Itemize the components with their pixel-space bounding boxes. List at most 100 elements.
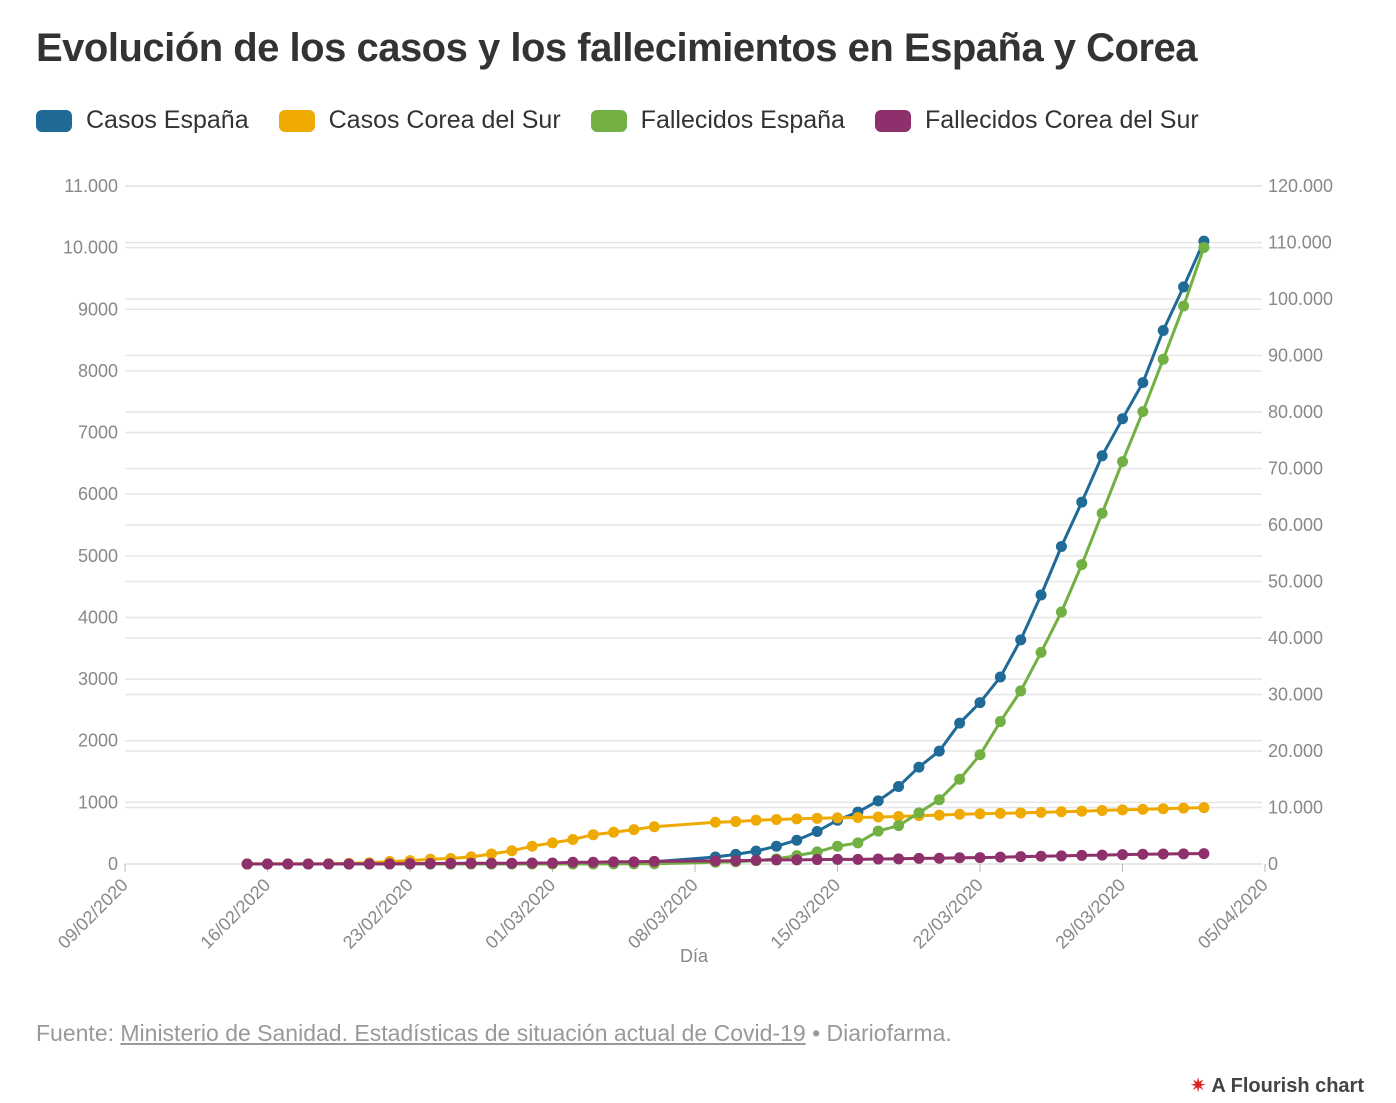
legend-label: Fallecidos Corea del Sur — [924, 106, 1199, 134]
data-point — [608, 856, 620, 868]
data-point — [648, 855, 660, 867]
data-point — [1096, 450, 1108, 462]
data-point — [954, 773, 966, 785]
data-point — [323, 858, 335, 870]
data-point — [1076, 805, 1088, 817]
data-point — [648, 821, 660, 833]
y2-tick-label: 10.000 — [1268, 798, 1323, 818]
y-tick-label: 4000 — [78, 607, 118, 627]
data-point — [730, 855, 742, 867]
data-point — [770, 814, 782, 826]
data-point — [832, 853, 843, 865]
data-point — [1137, 848, 1149, 860]
data-point — [913, 852, 925, 864]
y2-tick-label: 20.000 — [1268, 741, 1323, 761]
data-point — [363, 858, 375, 870]
data-point — [933, 794, 945, 806]
data-point — [1015, 685, 1027, 697]
x-tick-label: 22/03/2020 — [909, 875, 987, 953]
legend-item: Casos Corea del Sur — [278, 106, 561, 135]
legend-swatch — [590, 109, 627, 132]
legend-item: Casos España — [36, 106, 249, 135]
y-tick-label: 7000 — [78, 423, 118, 443]
data-point — [384, 858, 396, 870]
data-point — [424, 858, 436, 870]
data-point — [852, 837, 864, 849]
data-point — [872, 795, 884, 807]
x-tick-label: 01/03/2020 — [481, 875, 559, 953]
y2-tick-label: 0 — [1268, 854, 1278, 874]
legend-item: Fallecidos Corea del Sur — [874, 106, 1199, 135]
data-point — [933, 852, 945, 864]
data-point — [1096, 849, 1108, 861]
x-axis-label: Día — [680, 946, 709, 966]
data-point — [893, 781, 905, 793]
data-point — [282, 858, 294, 870]
data-point — [526, 840, 538, 852]
legend-label: Casos España — [86, 106, 249, 134]
data-point — [994, 851, 1006, 863]
data-point — [485, 848, 497, 860]
y2-tick-label: 60.000 — [1268, 515, 1323, 535]
data-point — [1055, 806, 1067, 818]
chart: 0 1000 2000 3000 4000 5000 6000 7000 8000 9000 10.… — [54, 176, 1333, 966]
data-point — [404, 858, 416, 870]
data-point — [750, 854, 762, 866]
data-point — [445, 857, 457, 869]
data-point — [1157, 848, 1169, 860]
data-point — [587, 829, 599, 841]
x-tick-label: 05/04/2020 — [1194, 875, 1272, 953]
x-tick-label: 15/03/2020 — [766, 875, 844, 953]
series-line — [247, 806, 1204, 866]
data-point — [302, 858, 314, 870]
data-point — [709, 816, 721, 828]
data-point — [1157, 325, 1169, 337]
data-point — [770, 854, 782, 866]
y2-tick-label: 70.000 — [1268, 459, 1323, 479]
data-point — [1178, 281, 1190, 293]
x-tick-label: 29/03/2020 — [1051, 875, 1129, 953]
y-tick-label: 0 — [108, 854, 118, 874]
data-point — [933, 809, 945, 821]
data-point — [1055, 541, 1067, 553]
data-point — [872, 825, 884, 837]
credit: ✷ A Flourish chart — [1190, 1073, 1364, 1098]
y-tick-label: 10.000 — [63, 238, 118, 258]
data-point — [893, 810, 905, 822]
data-point — [1198, 848, 1210, 860]
y-tick-label: 1000 — [78, 792, 118, 812]
data-point — [832, 812, 843, 824]
data-point — [465, 857, 477, 869]
data-point — [1117, 849, 1128, 861]
data-point — [1076, 496, 1088, 508]
data-point — [791, 813, 803, 825]
y-tick-label: 9000 — [78, 299, 118, 319]
source-link[interactable]: Ministerio de Sanidad. Estadísticas de s… — [120, 1020, 806, 1046]
y-tick-label: 6000 — [78, 484, 118, 504]
data-point — [974, 749, 986, 761]
data-point — [811, 854, 823, 866]
data-point — [709, 855, 721, 867]
y-tick-label: 8000 — [78, 361, 118, 381]
data-point — [1178, 802, 1190, 814]
data-point — [1035, 806, 1047, 818]
data-point — [1055, 850, 1067, 862]
data-point — [628, 824, 640, 836]
data-point — [811, 812, 823, 824]
data-point — [628, 856, 640, 868]
data-point — [241, 858, 253, 870]
data-point — [262, 858, 273, 870]
data-point — [1076, 849, 1088, 861]
source-suffix: • Diariofarma. — [812, 1020, 952, 1046]
data-point — [1137, 803, 1149, 815]
y2-tick-label: 120.000 — [1268, 176, 1333, 196]
data-point — [893, 820, 905, 832]
data-point — [567, 856, 579, 868]
legend: Casos España Casos Corea del Sur Fallecido… — [36, 106, 1199, 135]
x-tick-label: 08/03/2020 — [624, 875, 702, 953]
data-point — [1157, 803, 1169, 815]
credit-text: A Flourish chart — [1211, 1075, 1364, 1097]
y2-tick-label: 40.000 — [1268, 628, 1323, 648]
source: Fuente: Ministerio de Sanidad. Estadísti… — [36, 1020, 952, 1047]
data-point — [994, 716, 1006, 728]
